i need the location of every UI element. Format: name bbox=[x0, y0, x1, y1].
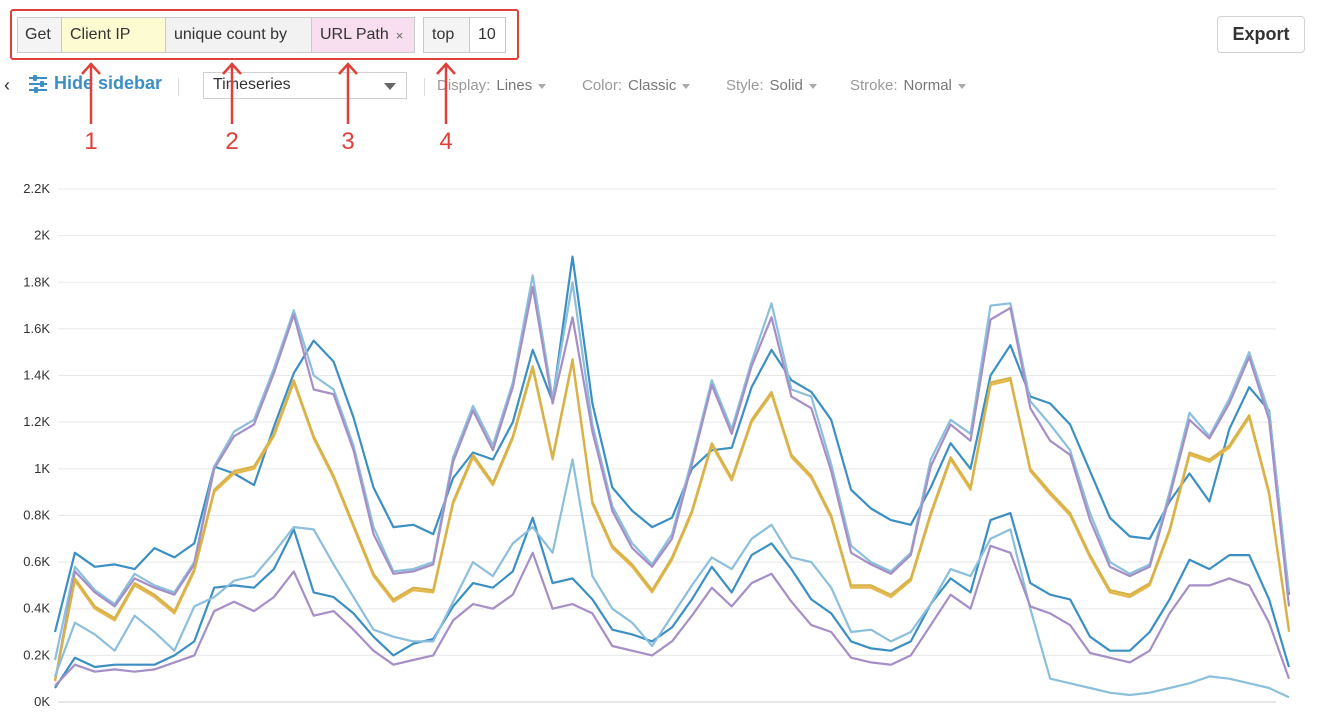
y-tick-label: 0.4K bbox=[23, 601, 50, 616]
annotation-arrow-3 bbox=[338, 62, 358, 124]
stroke-label: Stroke: bbox=[850, 77, 898, 94]
query-builder: Get Client IP unique count by URL Path ×… bbox=[17, 17, 506, 53]
style-value: Solid bbox=[769, 77, 803, 94]
stroke-dropdown[interactable]: Stroke: Normal bbox=[850, 77, 966, 94]
y-tick-label: 1.8K bbox=[23, 274, 50, 289]
toolbar-divider bbox=[424, 78, 425, 96]
annotation-number-4: 4 bbox=[439, 128, 453, 155]
style-label: Style: bbox=[726, 77, 764, 94]
caret-down-icon bbox=[682, 83, 691, 89]
remove-group-by-icon[interactable]: × bbox=[395, 27, 404, 43]
y-tick-label: 0K bbox=[34, 694, 50, 709]
query-field-chip[interactable]: Client IP bbox=[61, 17, 165, 53]
caret-down-icon bbox=[808, 83, 817, 89]
display-label: Display: bbox=[437, 77, 491, 94]
toolbar-divider bbox=[178, 78, 179, 96]
y-tick-label: 0.6K bbox=[23, 554, 50, 569]
query-operation-chip[interactable]: unique count by bbox=[165, 17, 311, 53]
y-tick-label: 1.4K bbox=[23, 368, 50, 383]
annotation-arrow-2 bbox=[222, 62, 242, 124]
stroke-value: Normal bbox=[903, 77, 952, 94]
group-by-label: URL Path bbox=[320, 26, 389, 43]
export-button[interactable]: Export bbox=[1217, 16, 1305, 53]
display-value: Lines bbox=[496, 77, 533, 94]
caret-down-icon bbox=[384, 83, 396, 90]
y-tick-label: 0.8K bbox=[23, 507, 50, 522]
color-label: Color: bbox=[582, 77, 623, 94]
series-line-8[interactable] bbox=[54, 544, 1291, 687]
color-dropdown[interactable]: Color: Classic bbox=[582, 77, 691, 94]
series-line-4[interactable] bbox=[53, 360, 1291, 682]
query-group-by-chip[interactable]: URL Path × bbox=[311, 17, 415, 53]
annotation-number-2: 2 bbox=[225, 128, 239, 155]
y-tick-label: 2K bbox=[34, 228, 50, 243]
series-line-1[interactable] bbox=[53, 255, 1291, 633]
query-get-label: Get bbox=[17, 17, 61, 53]
annotation-number-3: 3 bbox=[341, 128, 355, 155]
series-line-7[interactable] bbox=[53, 458, 1290, 699]
style-dropdown[interactable]: Style: Solid bbox=[726, 77, 817, 94]
chart-toolbar: ‹ Hide sidebar Timeseries Display: Lines … bbox=[0, 70, 1000, 102]
series-line-3[interactable] bbox=[53, 285, 1291, 682]
hide-sidebar-button[interactable]: Hide sidebar bbox=[28, 73, 162, 94]
caret-down-icon bbox=[957, 83, 966, 89]
y-tick-label: 0.2K bbox=[23, 647, 50, 662]
timeseries-chart[interactable]: 0K 0.2K 0.4K 0.6K 0.8K 1K 1.2K 1.4K 1.6K 1.8K 2K 2.… bbox=[0, 170, 1326, 715]
sliders-icon bbox=[29, 74, 47, 93]
caret-down-icon bbox=[538, 83, 547, 89]
y-tick-label: 1.6K bbox=[23, 321, 50, 336]
series-line-6[interactable] bbox=[54, 512, 1291, 689]
annotation-arrow-1 bbox=[81, 62, 101, 124]
chevron-left-icon[interactable]: ‹ bbox=[4, 75, 10, 95]
hide-sidebar-label: Hide sidebar bbox=[54, 73, 163, 93]
y-tick-label: 1K bbox=[34, 461, 50, 476]
series-line-2[interactable] bbox=[53, 274, 1291, 661]
y-tick-label: 2.2K bbox=[23, 181, 50, 196]
query-highlight-box bbox=[10, 9, 519, 60]
display-dropdown[interactable]: Display: Lines bbox=[437, 77, 547, 94]
series-line-5[interactable] bbox=[53, 358, 1291, 682]
y-tick-label: 1.2K bbox=[23, 414, 50, 429]
annotation-number-1: 1 bbox=[84, 128, 98, 155]
query-top-value[interactable]: 10 bbox=[469, 17, 506, 53]
annotation-arrow-4 bbox=[436, 62, 456, 124]
query-top-label[interactable]: top bbox=[423, 17, 469, 53]
color-value: Classic bbox=[628, 77, 677, 94]
